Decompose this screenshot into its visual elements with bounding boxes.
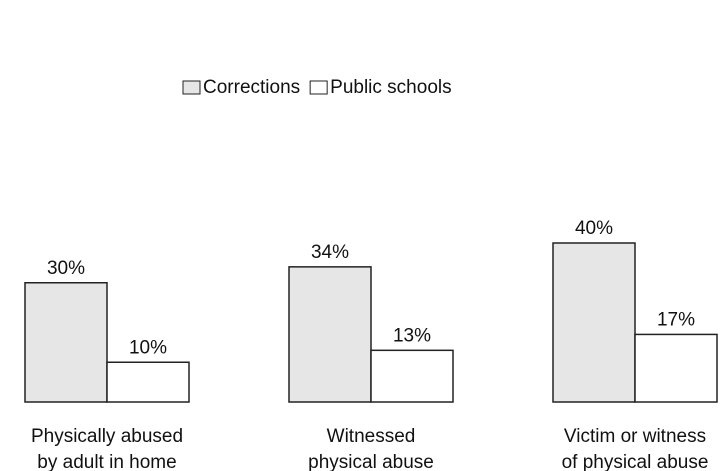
bar bbox=[106, 361, 190, 403]
category-label: Physically abused bbox=[31, 426, 183, 447]
value-label: 13% bbox=[393, 325, 431, 346]
bar bbox=[370, 349, 454, 403]
category-label: Witnessed bbox=[327, 426, 416, 447]
category-label: physical abuse bbox=[308, 452, 434, 471]
category-label: Victim or witness bbox=[564, 426, 706, 447]
category-label: of physical abuse bbox=[562, 452, 709, 471]
bar bbox=[24, 282, 108, 403]
bar bbox=[634, 333, 718, 403]
bar bbox=[552, 242, 636, 403]
value-label: 10% bbox=[129, 337, 167, 358]
legend-swatch bbox=[182, 80, 201, 95]
value-label: 40% bbox=[575, 218, 613, 239]
legend-swatch bbox=[309, 80, 328, 95]
legend-label: Corrections bbox=[203, 77, 300, 98]
value-label: 34% bbox=[311, 242, 349, 263]
bar bbox=[288, 266, 372, 403]
value-label: 30% bbox=[47, 258, 85, 279]
legend-label: Public schools bbox=[330, 77, 451, 98]
category-label: by adult in home bbox=[37, 452, 176, 471]
value-label: 17% bbox=[657, 309, 695, 330]
